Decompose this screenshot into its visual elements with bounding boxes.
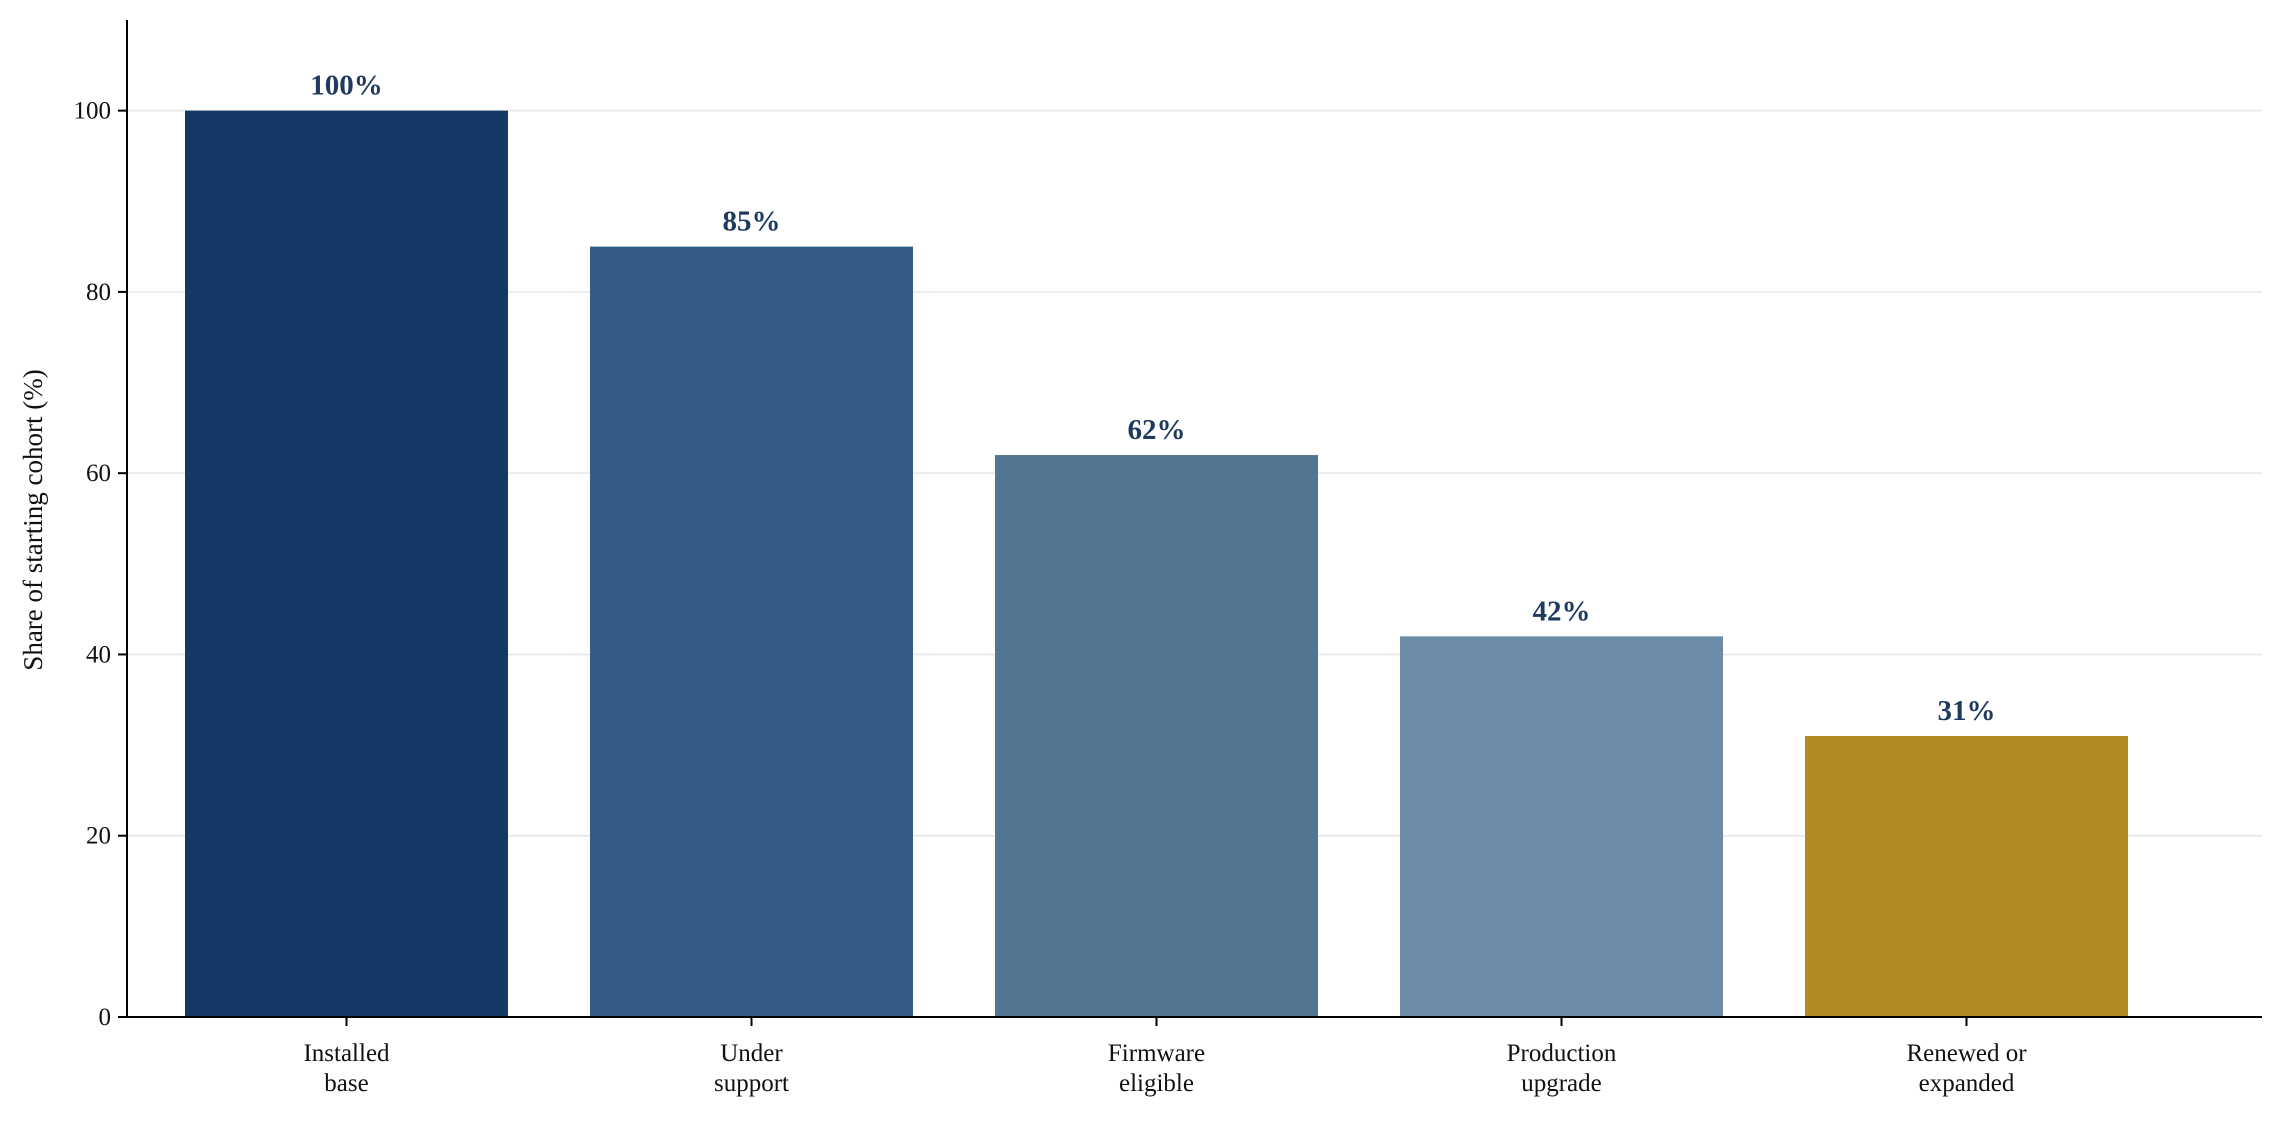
labels: 0 20 40 60 80 100 Installed base Under support Fir… — [74, 70, 2028, 1097]
data-label: 62% — [1128, 414, 1186, 446]
data-label: 31% — [1938, 695, 1996, 727]
axes — [118, 20, 2262, 1026]
x-tick-label: Renewed or expanded — [1906, 1040, 2027, 1097]
x-tick-label: Installed base — [303, 1040, 390, 1097]
bars — [185, 110, 2128, 1018]
y-axis-title: Share of starting cohort (%) — [18, 369, 48, 670]
y-tick-label: 0 — [99, 1004, 112, 1031]
bar — [1805, 736, 2128, 1017]
y-tick-label: 40 — [86, 641, 111, 668]
data-label: 100% — [310, 70, 383, 102]
bar — [1400, 636, 1723, 1017]
data-label: 85% — [723, 206, 781, 238]
x-tick-label: Firmware eligible — [1108, 1040, 1205, 1097]
bar — [590, 246, 913, 1017]
x-tick-label: Under support — [714, 1040, 789, 1097]
bar — [185, 110, 508, 1018]
y-tick-label: 20 — [86, 823, 111, 850]
y-tick-label: 100 — [74, 98, 112, 125]
y-tick-label: 60 — [86, 460, 111, 487]
data-label: 42% — [1533, 595, 1591, 627]
y-tick-label: 80 — [86, 279, 111, 306]
bar — [995, 455, 1318, 1017]
x-tick-label: Production upgrade — [1507, 1040, 1617, 1097]
